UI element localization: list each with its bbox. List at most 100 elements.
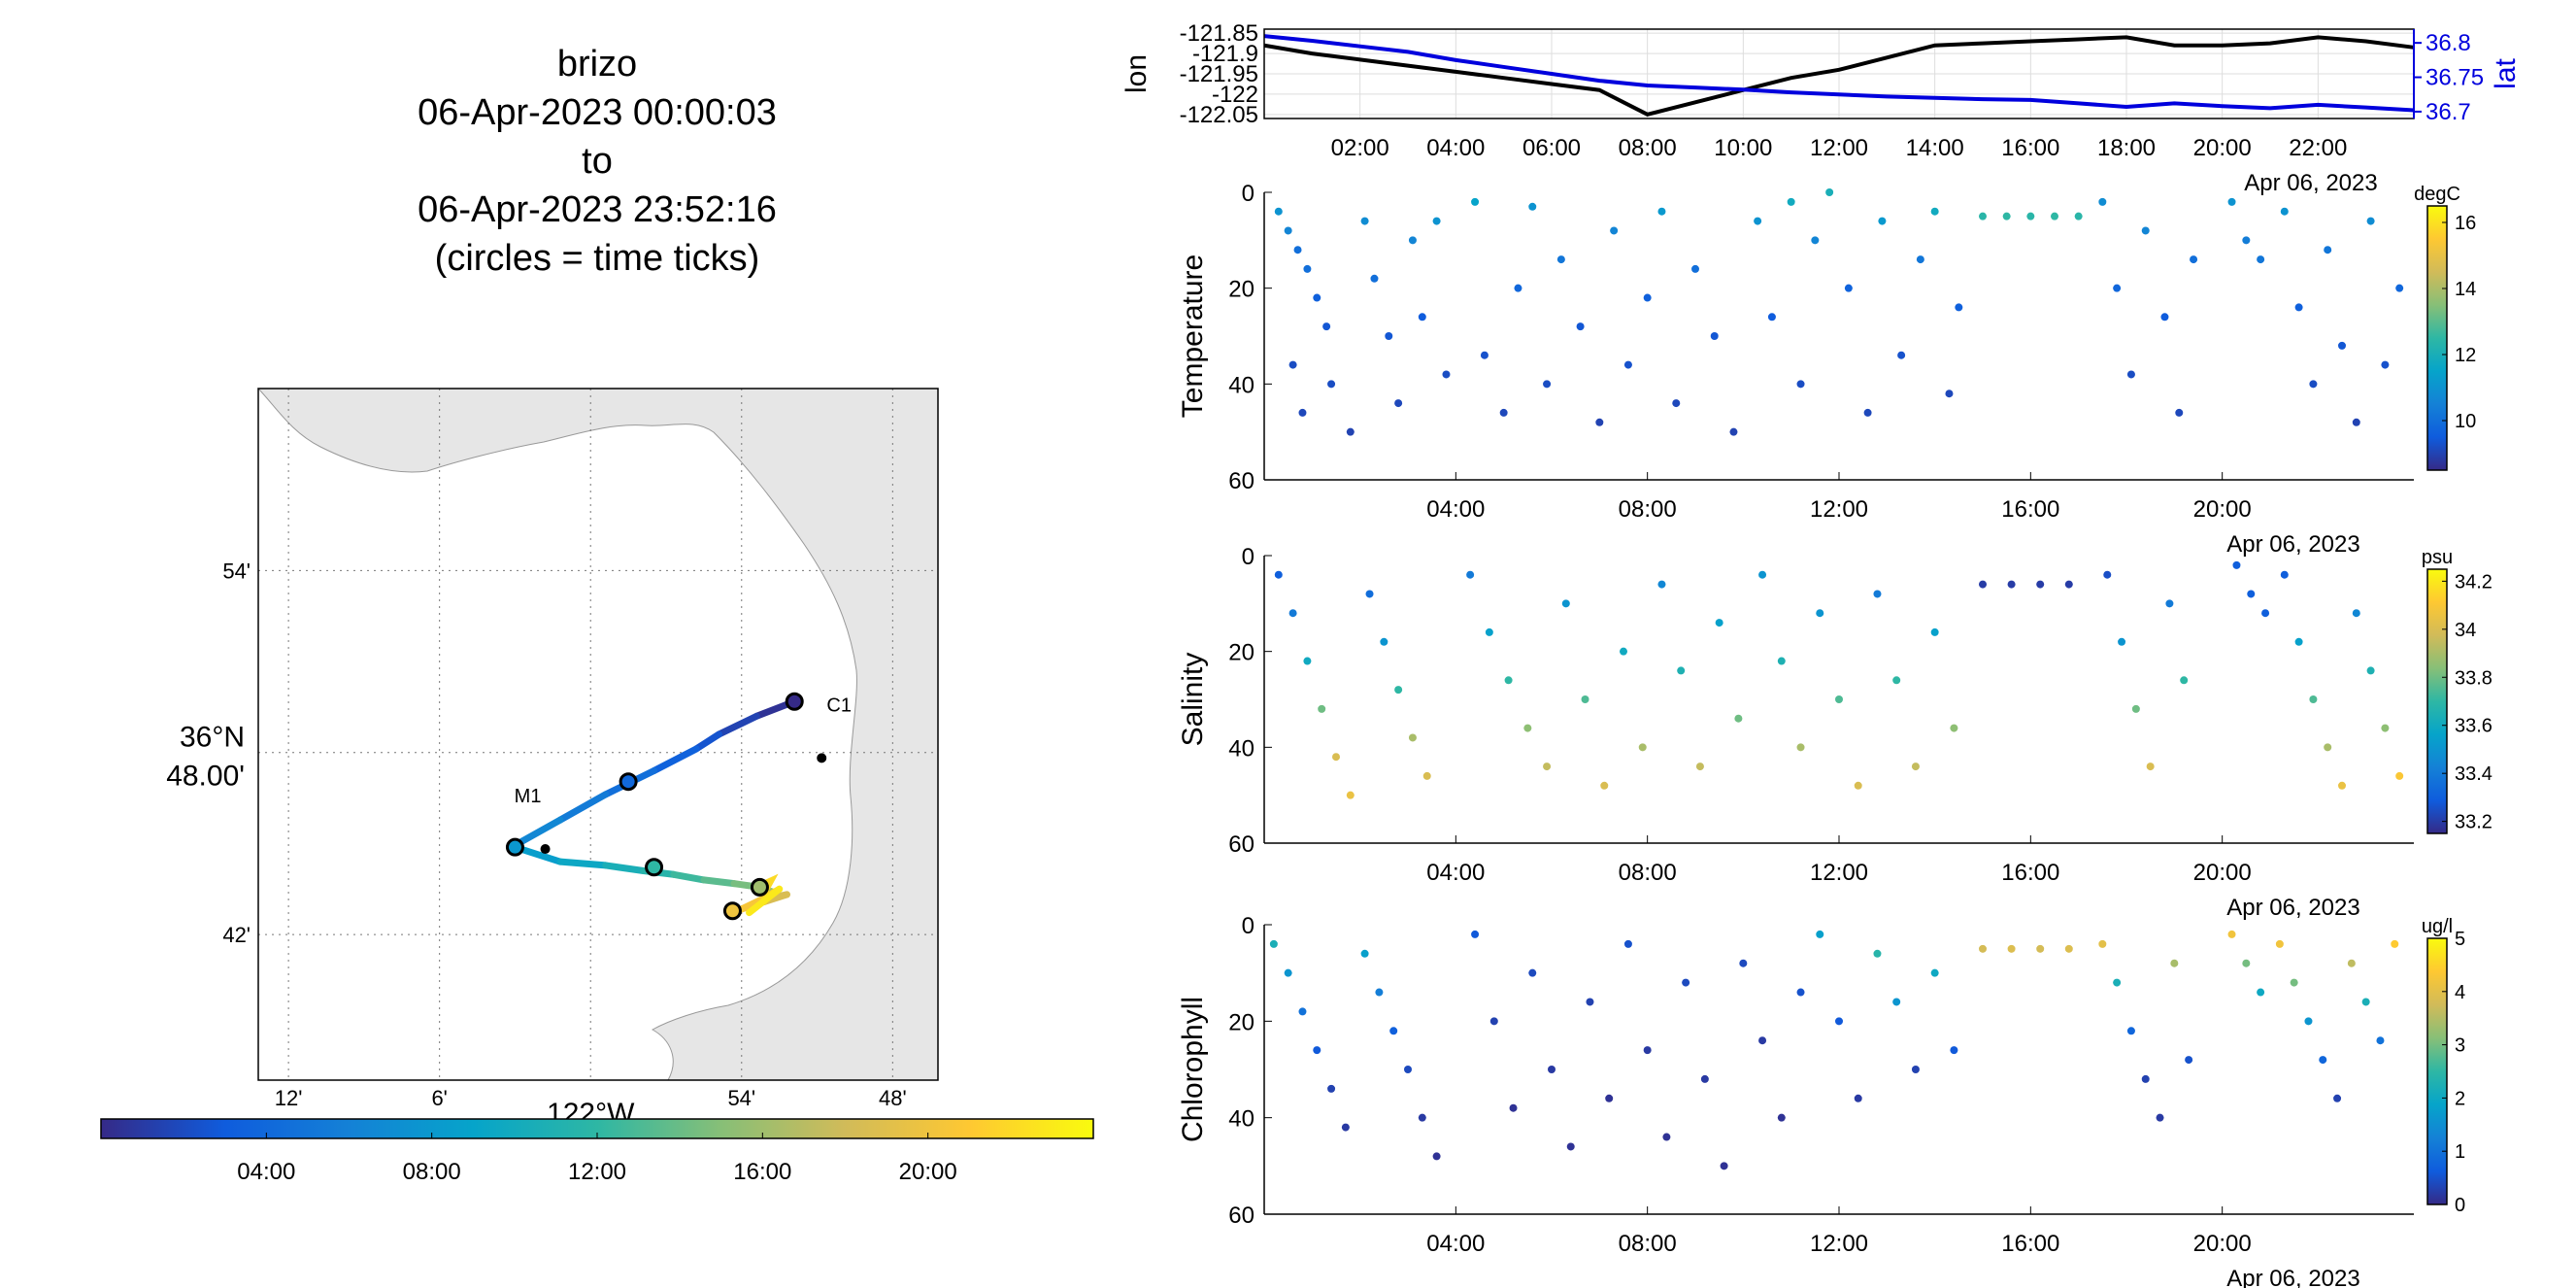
sample-point xyxy=(1489,1017,1498,1026)
lat-tick-label: 36.7 xyxy=(2425,99,2471,125)
lon-tick-label: -121.85 xyxy=(1180,20,1258,47)
sample-point xyxy=(1758,1036,1767,1045)
sample-point xyxy=(1796,988,1805,997)
lat-tick-label: 36.75 xyxy=(2425,65,2484,91)
sample-point xyxy=(1332,753,1340,762)
sample-point xyxy=(1863,408,1872,417)
sample-point xyxy=(1394,686,1403,695)
sample-point xyxy=(1825,188,1834,196)
sample-point xyxy=(1471,197,1480,206)
sample-point xyxy=(1979,580,1987,589)
lat-axis-label: lat xyxy=(2490,57,2522,88)
sample-point xyxy=(1638,743,1647,752)
sample-point xyxy=(2319,1056,2327,1065)
sample-point xyxy=(2141,1074,2150,1083)
sample-point xyxy=(1380,637,1388,646)
sample-point xyxy=(2352,609,2360,618)
section-date-label: Apr 06, 2023 xyxy=(2226,1266,2359,1288)
sample-point xyxy=(1528,202,1537,211)
section-x-tick-label: 20:00 xyxy=(2193,860,2252,886)
lonlat-x-tick-label: 22:00 xyxy=(2289,135,2347,161)
lonlat-x-tick-label: 12:00 xyxy=(1810,135,1868,161)
sample-point xyxy=(1543,380,1552,389)
lon-axis-label: lon xyxy=(1121,54,1153,93)
section-y-label: Chlorophyll xyxy=(1177,997,1209,1142)
sample-point xyxy=(2098,197,2107,206)
lon-line xyxy=(1263,35,2415,117)
section-x-tick-label: 20:00 xyxy=(2193,1231,2252,1257)
sample-point xyxy=(1767,313,1776,322)
sample-point xyxy=(1346,791,1355,799)
sample-point xyxy=(1873,949,1882,958)
track-segment xyxy=(515,816,564,847)
sample-point xyxy=(1418,1113,1426,1122)
sample-point xyxy=(1303,657,1312,665)
sample-point xyxy=(1854,1094,1862,1102)
sample-point xyxy=(1509,1103,1518,1112)
sample-point xyxy=(1892,676,1901,685)
map-frame xyxy=(257,388,939,1081)
sample-point xyxy=(1313,293,1321,302)
sample-point xyxy=(1471,930,1480,938)
sample-point xyxy=(2275,939,2284,948)
sample-point xyxy=(1322,322,1331,331)
sample-point xyxy=(2051,212,2058,220)
sample-point xyxy=(1284,226,1292,235)
section-x-tick-label: 12:00 xyxy=(1810,496,1868,523)
sample-point xyxy=(1979,944,1987,953)
sample-point xyxy=(1643,1046,1652,1055)
sample-point xyxy=(1950,1046,1958,1055)
sample-point xyxy=(2185,1056,2193,1065)
sample-point xyxy=(1662,1133,1671,1141)
time-colorbar-tick-label: 16:00 xyxy=(733,1159,791,1185)
lonlat-x-tick-label: 04:00 xyxy=(1426,135,1485,161)
track-segment xyxy=(700,876,738,888)
sample-point xyxy=(2160,313,2169,322)
sample-point xyxy=(2156,1113,2164,1122)
time-tick-circle xyxy=(505,837,524,857)
track-segment xyxy=(670,870,708,884)
sample-point xyxy=(1930,207,1939,216)
sample-point xyxy=(2352,418,2360,426)
lonlat-x-tick-label: 20:00 xyxy=(2193,135,2252,161)
sample-point xyxy=(2366,217,2375,225)
sample-point xyxy=(2064,580,2073,589)
sample-point xyxy=(2366,666,2375,675)
sample-point xyxy=(2338,341,2346,350)
sample-point xyxy=(2395,771,2404,780)
sample-point xyxy=(1480,351,1489,359)
sample-point xyxy=(1911,1066,1920,1073)
sample-point xyxy=(1375,988,1384,997)
section-x-tick-label: 12:00 xyxy=(1810,860,1868,886)
section-colorbar-tick-label: 1 xyxy=(2455,1141,2465,1163)
sample-point xyxy=(2113,284,2122,292)
sample-point xyxy=(2113,978,2122,987)
sample-point xyxy=(1720,1162,1728,1170)
sample-point xyxy=(2391,939,2399,948)
sample-point xyxy=(1595,418,1604,426)
sample-point xyxy=(1878,217,1887,225)
section-colorbar-tick-label: 16 xyxy=(2455,213,2476,234)
sample-point xyxy=(1327,1084,1336,1093)
sample-point xyxy=(1499,408,1508,417)
lonlat-x-tick-label: 18:00 xyxy=(2097,135,2156,161)
section-x-tick-label: 08:00 xyxy=(1619,496,1677,523)
sample-point xyxy=(2376,1036,2385,1045)
section-y-label: Temperature xyxy=(1177,254,1209,418)
sample-point xyxy=(2381,360,2390,369)
sample-point xyxy=(1523,724,1532,732)
sample-point xyxy=(1404,1066,1412,1073)
sample-point xyxy=(1566,1142,1575,1151)
sample-point xyxy=(2131,704,2140,713)
track-segment xyxy=(715,712,760,738)
sample-point xyxy=(1432,217,1441,225)
section-colorbar-tick-label: 10 xyxy=(2455,411,2476,432)
sample-point xyxy=(1556,255,1565,264)
sample-point xyxy=(1777,657,1786,665)
sample-point xyxy=(1485,627,1493,636)
sample-point xyxy=(2338,781,2346,790)
section-x-tick-label: 16:00 xyxy=(2001,1231,2059,1257)
sample-point xyxy=(2242,959,2251,967)
sample-point xyxy=(1945,390,1954,398)
sample-point xyxy=(1408,733,1417,742)
